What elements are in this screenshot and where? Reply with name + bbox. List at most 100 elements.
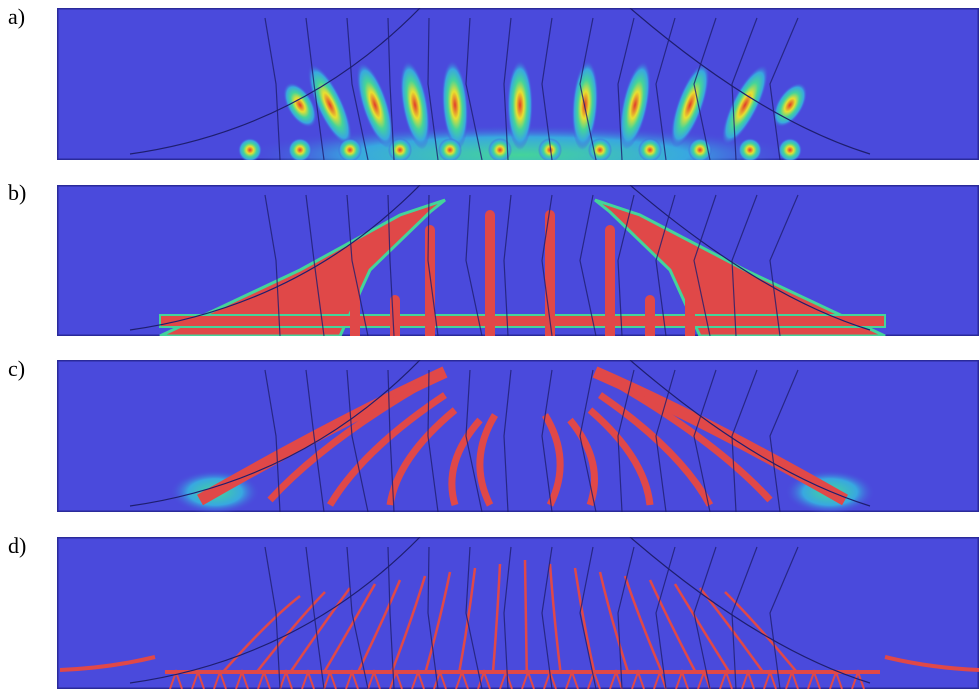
streak	[441, 60, 469, 150]
notch	[653, 668, 667, 689]
crack-line	[222, 595, 301, 673]
notch	[587, 668, 601, 689]
panel-label: b)	[8, 180, 26, 205]
crack-overlay	[346, 546, 369, 689]
crack-overlay	[346, 369, 369, 512]
streak	[721, 64, 769, 146]
crack-overlay	[769, 194, 799, 336]
crack-line	[323, 583, 377, 673]
crack-line	[573, 567, 596, 673]
crack-line	[289, 587, 352, 673]
notch	[565, 668, 579, 689]
spot	[588, 138, 612, 160]
crack-overlay	[264, 369, 281, 512]
notch	[279, 668, 293, 689]
crack-overlay	[427, 17, 439, 160]
crack-band	[326, 392, 447, 507]
crack-band	[267, 376, 432, 503]
crack-overlay	[579, 546, 597, 689]
crack-overlay	[731, 194, 758, 336]
crack-overlay	[629, 360, 871, 507]
crack-overlay	[629, 185, 871, 331]
crack-overlay	[427, 546, 439, 689]
crack-band	[608, 376, 773, 503]
crack-overlay	[617, 194, 635, 336]
crack-overlay	[129, 537, 421, 684]
crack-overlay	[129, 360, 421, 507]
spot	[778, 138, 802, 160]
streak	[507, 60, 533, 150]
streak	[356, 62, 394, 148]
crack-overlay	[264, 546, 281, 689]
crack-overlay	[305, 17, 325, 160]
crack-line	[724, 591, 798, 673]
notch	[323, 668, 337, 689]
crack-overlay	[579, 194, 597, 336]
notch	[499, 668, 513, 689]
spot	[338, 138, 362, 160]
spot	[238, 138, 262, 160]
spot	[438, 138, 462, 160]
crack-overlay	[305, 369, 325, 512]
notch	[631, 668, 645, 689]
crack-line	[491, 563, 502, 673]
crack-band	[598, 392, 714, 507]
notch	[675, 668, 689, 689]
crack-overlay	[541, 369, 553, 512]
panel-label: c)	[8, 356, 25, 381]
crack-overlay	[503, 546, 512, 689]
spot	[488, 138, 512, 160]
crack-overlay	[387, 17, 395, 160]
crack-overlay	[305, 546, 325, 689]
notch	[235, 668, 249, 689]
crack-overlay	[465, 17, 483, 160]
streak	[283, 82, 317, 128]
crack-overlay	[346, 17, 369, 160]
panel-label: a)	[8, 4, 25, 29]
crack-overlay	[629, 8, 871, 155]
crack-band	[386, 407, 458, 506]
crack-overlay	[465, 194, 483, 336]
crack-band	[587, 407, 654, 506]
crack-overlay	[264, 17, 281, 160]
notch	[719, 668, 733, 689]
crack-overlay	[387, 369, 395, 512]
crack-line	[548, 563, 562, 673]
panel-d	[57, 537, 979, 689]
notch	[367, 668, 381, 689]
notch	[741, 668, 755, 689]
panel-label: d)	[8, 533, 26, 558]
crack-overlay	[693, 17, 717, 160]
spot	[388, 138, 412, 160]
crack-overlay	[731, 17, 758, 160]
crack-overlay	[617, 369, 635, 512]
crack-line	[255, 591, 326, 673]
crack-overlay	[617, 17, 635, 160]
notch	[477, 668, 491, 689]
notch	[807, 668, 821, 689]
crack-overlay	[579, 17, 597, 160]
notch	[455, 668, 469, 689]
crack-band	[448, 417, 483, 506]
crack-overlay	[264, 194, 281, 336]
notch	[169, 668, 183, 689]
notch	[697, 668, 711, 689]
crack-overlay	[503, 17, 512, 160]
crack-overlay	[427, 369, 439, 512]
crack-overlay	[541, 17, 553, 160]
panel-c	[57, 360, 979, 512]
crack-overlay	[465, 546, 483, 689]
crack-overlay	[769, 17, 799, 160]
crack-overlay	[503, 369, 512, 512]
notch	[301, 668, 315, 689]
crack-line	[523, 559, 528, 673]
crack-overlay	[579, 369, 597, 512]
crack-overlay	[465, 369, 483, 512]
crack-overlay	[305, 194, 325, 336]
crack-overlay	[731, 369, 758, 512]
crack-line	[424, 571, 452, 673]
crack-overlay	[769, 546, 799, 689]
crack-band	[476, 413, 499, 507]
crack-overlay	[541, 546, 553, 689]
notch	[851, 668, 865, 689]
